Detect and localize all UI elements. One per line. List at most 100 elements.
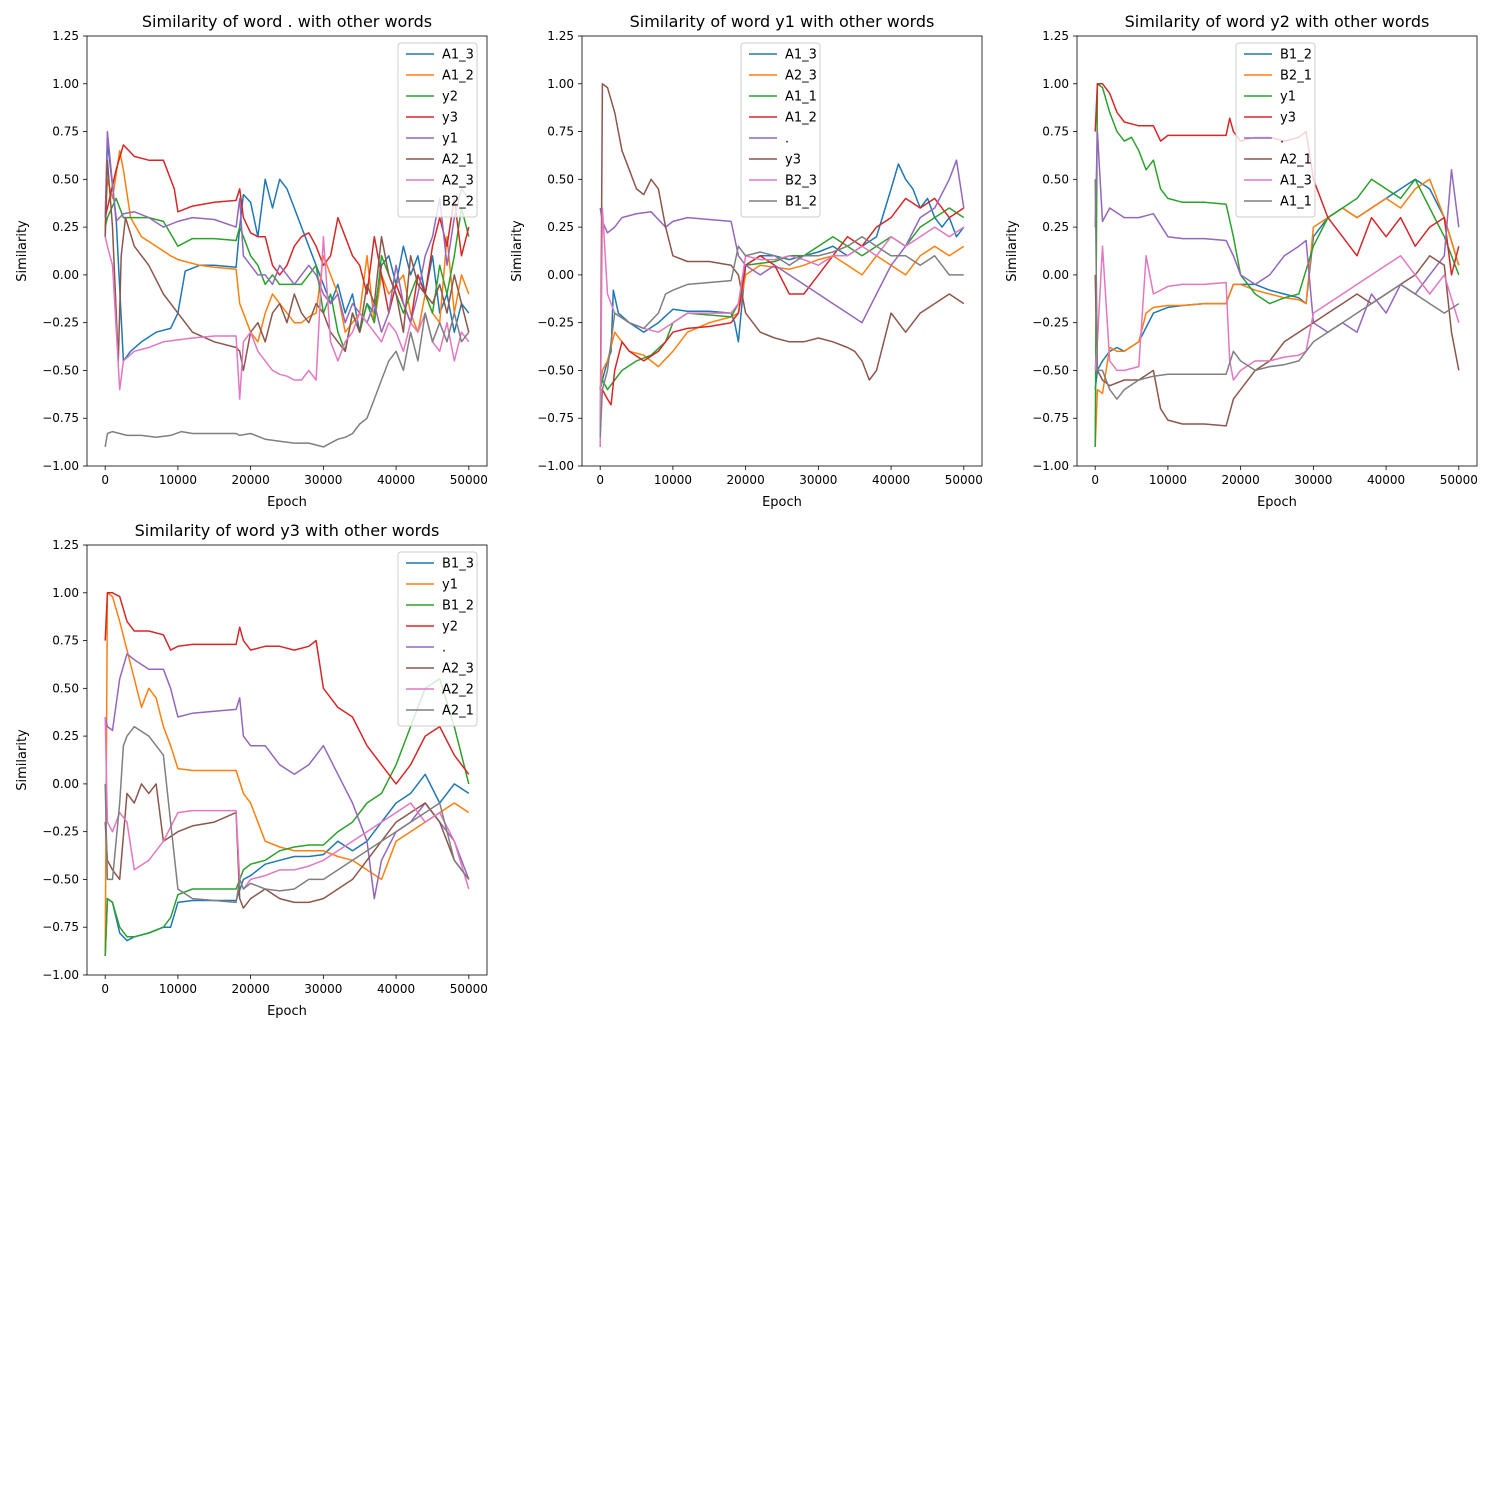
series-line-a1-2 xyxy=(600,197,965,406)
chart-title: Similarity of word y3 with other words xyxy=(135,521,440,540)
x-tick-label: 30000 xyxy=(304,982,342,996)
legend-label: A1_2 xyxy=(442,69,474,84)
legend-label: A2_1 xyxy=(1280,153,1312,168)
x-tick-label: 0 xyxy=(1091,473,1099,487)
series-line-dot xyxy=(104,653,470,900)
chart-title: Similarity of word . with other words xyxy=(142,12,432,31)
x-tick-label: 20000 xyxy=(232,473,270,487)
legend-label: y1 xyxy=(1280,90,1296,105)
legend-label: B2_3 xyxy=(785,174,817,189)
legend-label: A1_2 xyxy=(785,111,817,126)
y-tick-label: 1.25 xyxy=(52,538,79,552)
legend-label: B1_3 xyxy=(442,557,474,572)
x-tick-label: 10000 xyxy=(1149,473,1187,487)
subplot-4: Similarity of word y3 with other words E… xyxy=(15,521,488,1019)
legend-label: A2_3 xyxy=(442,174,474,189)
y-tick-label: 0.50 xyxy=(52,172,79,186)
y-axis-label: Similarity xyxy=(15,729,30,791)
x-tick-label: 20000 xyxy=(727,473,765,487)
legend-label: B1_2 xyxy=(785,195,817,210)
legend: A1_3 A2_3 A1_1 A1_2. y3 B2_3 B1_2 xyxy=(740,42,821,218)
x-axis-label: Epoch xyxy=(267,495,307,510)
y-tick-label: 0.50 xyxy=(1042,172,1069,186)
y-tick-label: −0.25 xyxy=(1032,316,1069,330)
y-tick-label: 0.50 xyxy=(52,681,79,695)
series-line-dot xyxy=(599,159,965,324)
subplot-3: Similarity of word y2 with other words E… xyxy=(1005,12,1478,510)
legend: A1_3 A1_2 y2 y3 y1 A2_1 A2_3 B2_2 xyxy=(397,42,478,218)
x-tick-label: 40000 xyxy=(377,982,415,996)
legend-label: y3 xyxy=(1280,111,1296,126)
legend-label: . xyxy=(442,641,446,656)
x-tick-label: 50000 xyxy=(450,473,488,487)
y-tick-label: −0.50 xyxy=(42,872,79,886)
axes-frame xyxy=(86,544,488,976)
x-tick-label: 10000 xyxy=(654,473,692,487)
series-line-a1-3 xyxy=(104,140,470,362)
y-tick-label: −0.75 xyxy=(1032,411,1069,425)
x-axis-label: Epoch xyxy=(1257,495,1297,510)
y-tick-label: 0.00 xyxy=(1042,268,1069,282)
y-tick-label: −0.25 xyxy=(537,316,574,330)
y-tick-label: 1.25 xyxy=(52,29,79,43)
legend-label: A2_1 xyxy=(442,704,474,719)
series-line-y2 xyxy=(104,592,470,785)
y-tick-label: 1.25 xyxy=(547,29,574,43)
x-tick-label: 10000 xyxy=(159,473,197,487)
legend-label: A1_3 xyxy=(442,48,474,63)
legend-box xyxy=(397,551,478,727)
x-tick-label: 40000 xyxy=(872,473,910,487)
x-tick-label: 30000 xyxy=(799,473,837,487)
y-tick-label: 1.00 xyxy=(52,586,79,600)
legend-label: B1_2 xyxy=(1280,48,1312,63)
x-tick-label: 50000 xyxy=(450,982,488,996)
x-tick-label: 20000 xyxy=(1222,473,1260,487)
series-line-a1-2 xyxy=(104,149,470,343)
legend-label: y3 xyxy=(785,153,801,168)
y-tick-label: 0.75 xyxy=(547,125,574,139)
series-line-y1 xyxy=(104,592,470,956)
y-tick-label: 0.00 xyxy=(547,268,574,282)
y-tick-label: −0.75 xyxy=(42,920,79,934)
series-line-b2-2 xyxy=(104,312,470,448)
legend-label: y2 xyxy=(442,620,458,635)
y-tick-label: 0.50 xyxy=(547,172,574,186)
legend-label: A1_3 xyxy=(785,48,817,63)
y-tick-label: 1.00 xyxy=(547,77,574,91)
x-tick-label: 40000 xyxy=(377,473,415,487)
y-axis-label: Similarity xyxy=(1005,220,1020,282)
plot-area xyxy=(104,130,470,448)
y-tick-label: 1.25 xyxy=(1042,29,1069,43)
series-line-a2-1 xyxy=(1094,255,1460,427)
legend-box xyxy=(740,42,821,218)
x-tick-label: 20000 xyxy=(232,982,270,996)
plot-area xyxy=(1094,83,1460,447)
y-tick-label: 0.00 xyxy=(52,777,79,791)
y-tick-label: 0.75 xyxy=(52,125,79,139)
y-tick-label: −0.25 xyxy=(42,316,79,330)
y-tick-label: −0.50 xyxy=(1032,363,1069,377)
series-line-y1 xyxy=(104,130,470,333)
y-tick-label: 1.00 xyxy=(52,77,79,91)
subplot-2: Similarity of word y1 with other words E… xyxy=(510,12,983,510)
y-tick-label: −0.50 xyxy=(42,363,79,377)
x-tick-label: 10000 xyxy=(159,982,197,996)
y-tick-label: −0.75 xyxy=(42,411,79,425)
y-tick-label: 0.25 xyxy=(547,220,574,234)
legend-box xyxy=(397,42,478,218)
y-axis-label: Similarity xyxy=(510,220,525,282)
axes-frame xyxy=(86,35,488,467)
x-tick-label: 30000 xyxy=(304,473,342,487)
x-tick-label: 30000 xyxy=(1294,473,1332,487)
series-line-y3 xyxy=(104,144,470,324)
legend-label: A1_1 xyxy=(785,90,817,105)
series-line-y1 xyxy=(1094,83,1460,447)
plot-area xyxy=(599,83,965,447)
y-tick-label: −0.25 xyxy=(42,825,79,839)
x-tick-label: 0 xyxy=(101,982,109,996)
x-tick-label: 50000 xyxy=(1440,473,1478,487)
legend-label: B1_2 xyxy=(442,599,474,614)
y-tick-label: −0.50 xyxy=(537,363,574,377)
